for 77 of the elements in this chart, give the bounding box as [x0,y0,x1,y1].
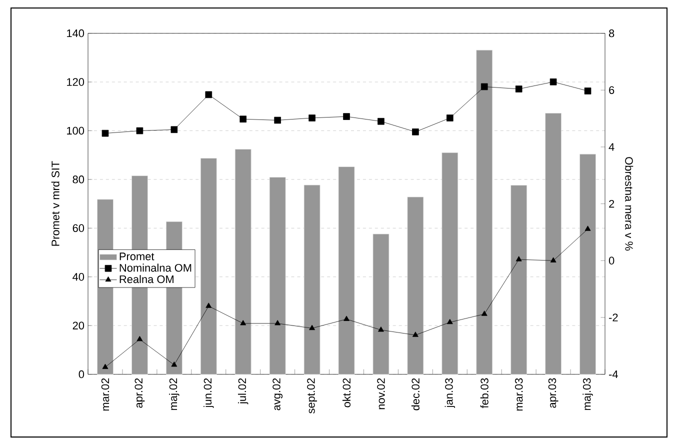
x-tick-label: maj.02 [169,378,180,410]
y2-tick-label: 2 [609,200,614,208]
bar [510,185,528,374]
x-tick-label: apr.02 [134,378,145,408]
y-tick-label: 80 [72,176,84,184]
point [102,364,108,369]
point [240,320,246,326]
point [240,116,247,123]
bar [304,184,320,374]
bar [407,196,424,374]
bar [269,177,286,374]
bar [372,234,390,374]
x-tick-label: dec.02 [411,378,420,410]
point [171,362,178,367]
point [481,310,488,316]
x-tick-label: mar.02 [101,378,110,411]
bar [545,112,562,374]
bar [476,50,493,374]
x-tick-label: okt.02 [342,378,351,408]
point [446,318,453,324]
x-tick-label: sept.02 [307,378,317,414]
point [274,320,281,326]
point [480,83,488,90]
x-tick-label: mar.03 [514,378,523,411]
x-tick-label: jan.03 [444,378,456,408]
point [378,326,384,332]
y-tick-label: 40 [72,272,84,281]
point [584,88,592,94]
y2-tick-label: 4 [608,143,614,151]
point [205,91,212,98]
point [584,226,591,231]
bar [200,158,217,374]
y2-tick-label: -4 [609,370,618,378]
point [308,114,316,122]
point [136,336,143,342]
point [136,127,144,134]
point [412,128,419,136]
bar [338,166,355,374]
y-tick-label: 140 [67,29,84,38]
bar [442,152,458,374]
point [274,116,281,124]
y-tick-label: 20 [72,322,84,330]
point [550,78,557,86]
point [343,113,350,120]
point [170,126,178,134]
y2-tick-label: 0 [608,256,614,264]
point [446,114,454,122]
point [550,257,556,262]
y2-axis-title: Obrestna mera v % [625,157,634,251]
y-axis-title: Promet v mrd SIT [51,161,60,246]
x-tick-label: jun.02 [204,378,214,408]
x-tick-label: maj.03 [582,378,593,410]
x-tick-label: avg.02 [272,378,283,410]
y2-tick-label: -2 [609,314,618,322]
legend-label: Promet [120,252,154,260]
y-tick-label: 60 [72,224,84,232]
y2-tick-label: 8 [608,29,614,38]
point [102,130,109,137]
y-tick-label: 120 [67,78,84,86]
point [412,332,418,337]
legend-label: Realna OM [120,275,174,284]
point [206,302,212,308]
bar [234,149,252,374]
y-tick-label: 100 [67,126,84,135]
x-tick-label: nov.02 [377,378,385,410]
point [309,324,316,330]
y2-tick-label: 6 [609,86,614,94]
bar [580,154,596,374]
legend-label: Nominalna OM [120,264,192,272]
point [344,316,350,321]
x-tick-label: feb.03 [480,378,488,408]
point [516,256,522,262]
point [378,118,384,125]
point [515,86,522,92]
x-tick-label: apr.03 [548,378,558,408]
y-tick-label: 0 [78,370,84,378]
x-tick-label: jul.02 [238,378,248,404]
